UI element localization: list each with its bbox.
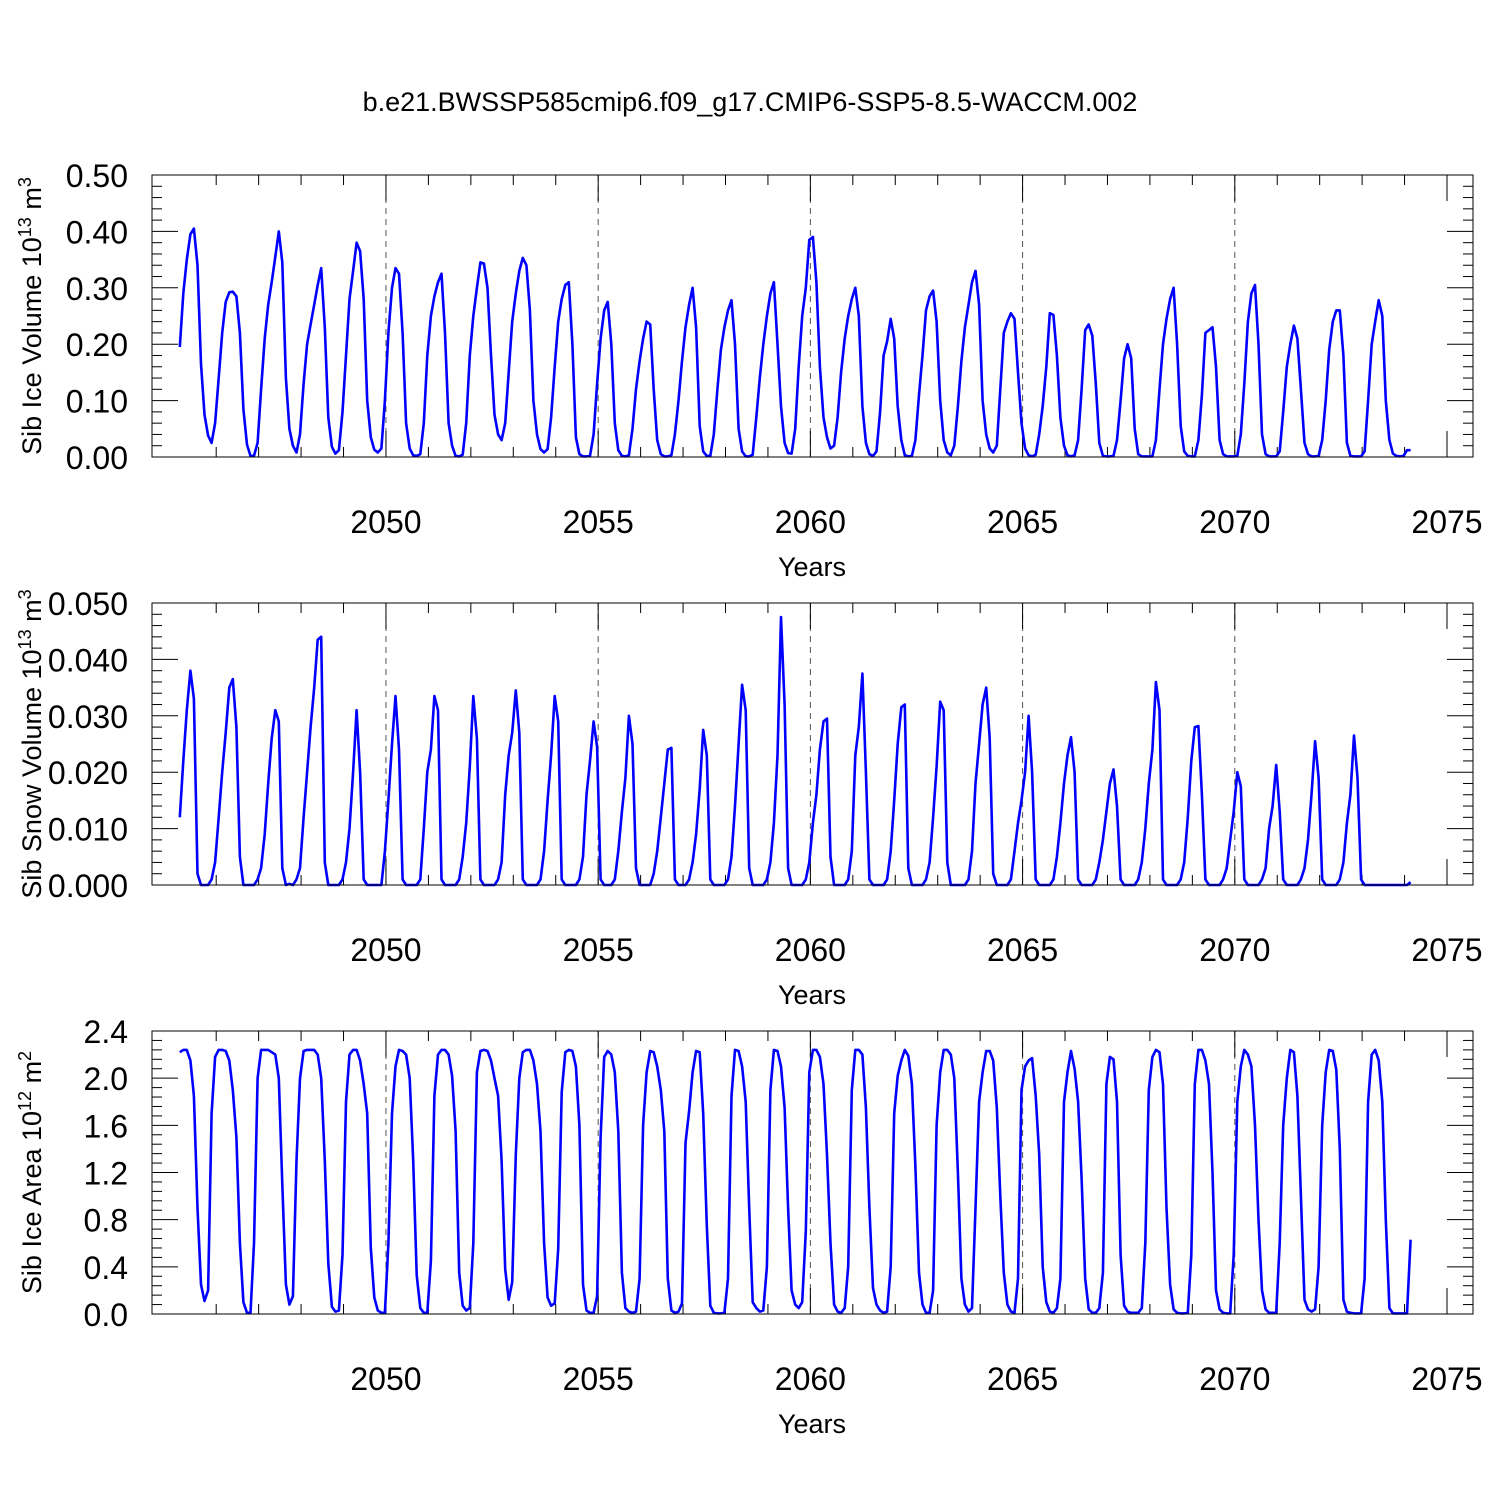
x-tick-label: 2075: [1411, 932, 1482, 968]
y-tick-label: 1.2: [84, 1156, 128, 1192]
y-tick-label: 0.010: [48, 812, 128, 848]
plot-frame: [151, 1030, 1474, 1315]
y-axis-label-exponent: 13: [15, 217, 35, 237]
y-tick-label: 0.20: [66, 327, 128, 363]
y-axis-label: Sib Ice Area 1012 m2: [15, 1051, 47, 1294]
y-tick-label: 0.0: [84, 1297, 128, 1333]
panel-ice-area: 0.0 0.4 0.8 1.2 1.6 2.0 2.4 2050 2055 2060 2065 20…: [15, 1014, 1483, 1439]
y-tick-label: 0.020: [48, 755, 128, 791]
y-tick-label: 2.4: [84, 1014, 128, 1050]
x-tick-label: 2075: [1411, 1361, 1482, 1397]
x-tick-label: 2065: [987, 504, 1058, 540]
x-axis-label: Years: [778, 980, 846, 1010]
x-axis-label: Years: [778, 552, 846, 582]
series-line-ice-area: [179, 1048, 1412, 1315]
y-tick-label: 0.040: [48, 642, 128, 678]
x-axis-label: Years: [778, 1409, 846, 1439]
x-tick-label: 2070: [1199, 932, 1270, 968]
y-tick-label: 2.0: [84, 1061, 128, 1097]
y-tick-label: 1.6: [84, 1108, 128, 1144]
x-tick-label: 2060: [775, 1361, 846, 1397]
plot-frame: [151, 174, 1474, 458]
y-tick-label: 0.00: [66, 440, 128, 476]
y-tick-label: 0.40: [66, 214, 128, 250]
y-axis-label-base: Sib Ice Volume 10: [17, 237, 47, 455]
y-axis-label-exponent: 13: [15, 629, 35, 649]
y-axis-label-base: Sib Ice Area 10: [17, 1111, 47, 1294]
y-axis-label-unit: m: [17, 1061, 47, 1091]
x-tick-label: 2055: [563, 932, 634, 968]
y-axis-label-unit-exponent: 3: [15, 589, 35, 599]
panel-ice-volume: 0.00 0.10 0.20 0.30 0.40 0.50 2050 2055 2060 206…: [15, 158, 1483, 582]
y-axis-label-unit-exponent: 2: [15, 1051, 35, 1061]
x-tick-label: 2055: [563, 1361, 634, 1397]
y-tick-label: 0.50: [66, 158, 128, 194]
y-tick-label: 0.30: [66, 271, 128, 307]
x-tick-label: 2075: [1411, 504, 1482, 540]
y-axis-label-exponent: 12: [15, 1091, 35, 1111]
x-tick-label: 2060: [775, 932, 846, 968]
y-tick-label: 0.8: [84, 1203, 128, 1239]
panel-snow-volume: 0.000 0.010 0.020 0.030 0.040 0.050 2050 2055 2…: [15, 586, 1483, 1010]
x-tick-label: 2065: [987, 1361, 1058, 1397]
y-tick-label: 0.10: [66, 384, 128, 420]
y-axis-label-unit: m: [17, 599, 47, 629]
y-axis-label-base: Sib Snow Volume 10: [17, 649, 47, 898]
x-tick-label: 2055: [563, 504, 634, 540]
x-tick-label: 2070: [1199, 504, 1270, 540]
series-line-ice-volume: [178, 227, 1411, 458]
y-axis-label-unit: m: [17, 187, 47, 217]
plot-frame: [151, 602, 1474, 886]
x-tick-label: 2050: [350, 1361, 421, 1397]
x-tick-label: 2050: [350, 932, 421, 968]
x-tick-label: 2050: [350, 504, 421, 540]
figure-title: b.e21.BWSSP585cmip6.f09_g17.CMIP6-SSP5-8…: [363, 87, 1138, 117]
y-tick-label: 0.000: [48, 868, 128, 904]
x-tick-label: 2065: [987, 932, 1058, 968]
y-tick-label: 0.030: [48, 699, 128, 735]
x-tick-label: 2060: [775, 504, 846, 540]
y-tick-label: 0.050: [48, 586, 128, 622]
y-tick-label: 0.4: [84, 1250, 128, 1286]
y-axis-label-unit-exponent: 3: [15, 177, 35, 187]
y-axis-label: Sib Ice Volume 1013 m3: [15, 177, 47, 455]
y-axis-label: Sib Snow Volume 1013 m3: [15, 589, 47, 898]
x-tick-label: 2070: [1199, 1361, 1270, 1397]
